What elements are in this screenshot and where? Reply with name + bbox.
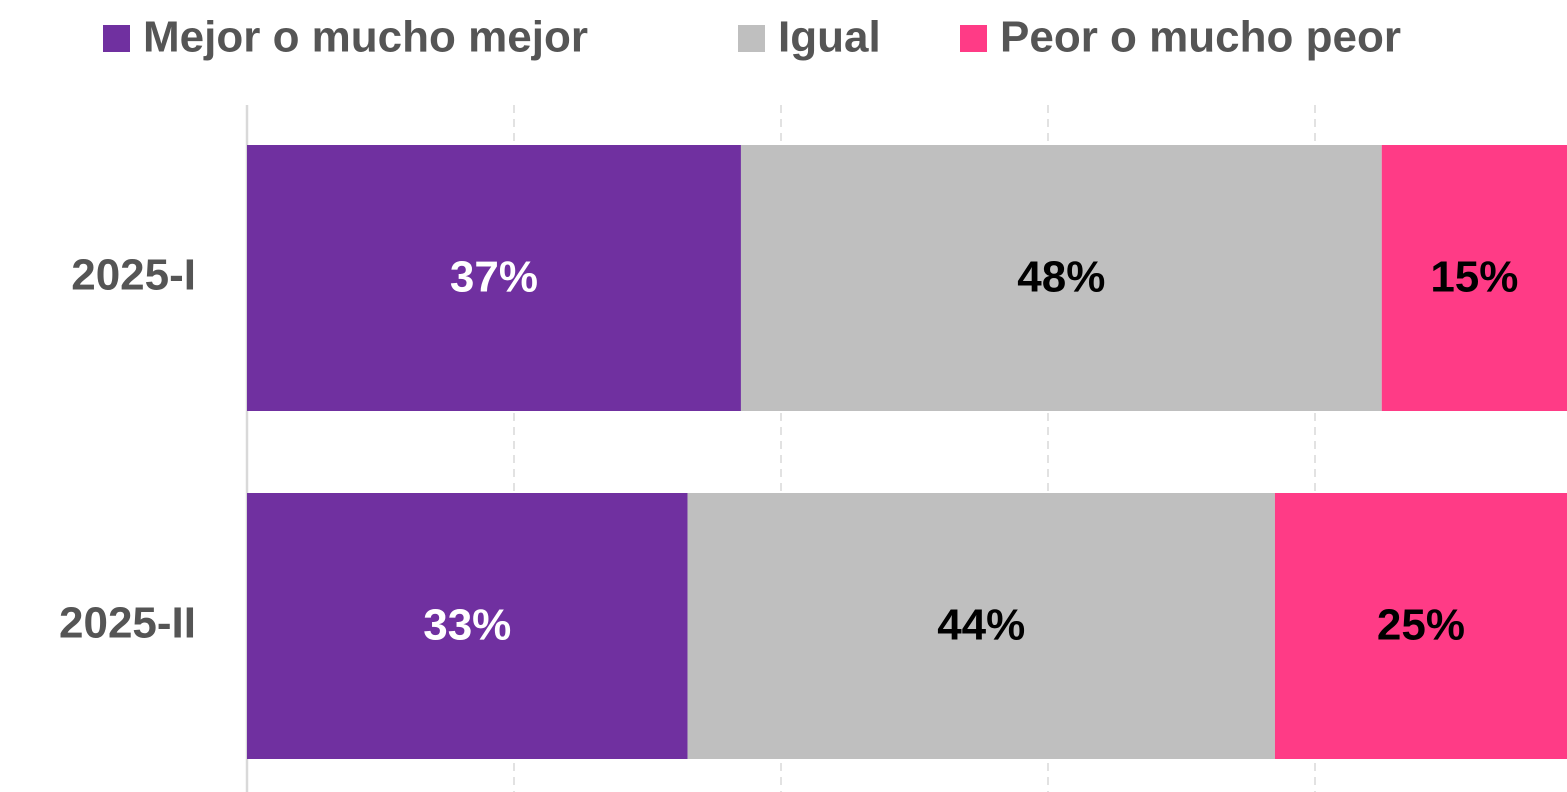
legend-label: Igual [778,13,881,62]
data-label: 25% [1377,601,1465,650]
bar-segment [247,145,741,411]
legend-swatch [738,25,765,52]
bar-segment [1381,145,1567,411]
legend-label: Peor o mucho peor [1000,13,1401,62]
bar-segment [1274,493,1567,759]
data-label: 44% [937,601,1025,650]
y-tick-label: 2025-I [71,251,196,300]
legend-label: Mejor o mucho mejor [143,13,588,62]
data-label: 15% [1430,253,1518,302]
bar-segment [687,493,1275,759]
bar-segment [247,493,688,759]
legend-swatch [960,25,987,52]
legend-swatch [103,25,130,52]
data-label: 48% [1017,253,1105,302]
data-label: 37% [450,253,538,302]
y-tick-label: 2025-II [59,599,196,648]
bar-segment [740,145,1382,411]
data-label: 33% [423,601,511,650]
